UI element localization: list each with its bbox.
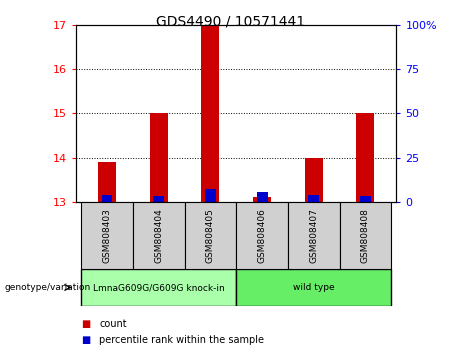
FancyBboxPatch shape: [236, 202, 288, 269]
Bar: [253, 198, 271, 202]
Text: GSM808407: GSM808407: [309, 208, 318, 263]
FancyBboxPatch shape: [340, 202, 391, 269]
Text: genotype/variation: genotype/variation: [5, 283, 91, 292]
FancyBboxPatch shape: [184, 202, 236, 269]
Bar: [205, 188, 216, 202]
Bar: [305, 158, 323, 202]
FancyBboxPatch shape: [288, 202, 340, 269]
Bar: [201, 25, 219, 202]
Text: GSM808405: GSM808405: [206, 208, 215, 263]
Text: LmnaG609G/G609G knock-in: LmnaG609G/G609G knock-in: [93, 283, 225, 292]
Text: wild type: wild type: [293, 283, 335, 292]
Text: count: count: [99, 319, 127, 329]
Bar: [98, 162, 116, 202]
FancyBboxPatch shape: [81, 269, 236, 306]
Bar: [150, 113, 168, 202]
Text: ■: ■: [81, 319, 90, 329]
Text: GDS4490 / 10571441: GDS4490 / 10571441: [156, 14, 305, 28]
Text: GSM808408: GSM808408: [361, 208, 370, 263]
FancyBboxPatch shape: [81, 202, 133, 269]
Bar: [356, 113, 374, 202]
Bar: [360, 196, 371, 202]
Text: ■: ■: [81, 335, 90, 345]
Bar: [308, 195, 319, 202]
Bar: [101, 195, 112, 202]
Bar: [257, 192, 267, 202]
Text: GSM808403: GSM808403: [102, 208, 112, 263]
Bar: [154, 196, 164, 202]
FancyBboxPatch shape: [133, 202, 184, 269]
FancyBboxPatch shape: [236, 269, 391, 306]
Text: GSM808406: GSM808406: [258, 208, 266, 263]
Text: percentile rank within the sample: percentile rank within the sample: [99, 335, 264, 345]
Text: GSM808404: GSM808404: [154, 208, 163, 263]
